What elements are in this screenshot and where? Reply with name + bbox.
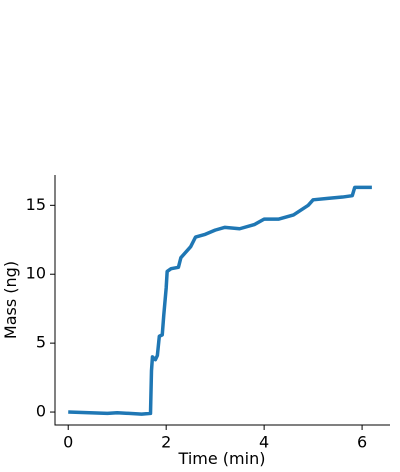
y-tick-label: 0 — [36, 402, 46, 421]
data-line — [68, 185, 372, 416]
x-tick-label: 4 — [259, 433, 269, 452]
y-tick-label: 15 — [26, 195, 46, 214]
y-tick-label: 5 — [36, 333, 46, 352]
y-tick-label: 10 — [26, 264, 46, 283]
x-tick-label: 0 — [63, 433, 73, 452]
x-tick-label: 2 — [161, 433, 171, 452]
x-axis-label: Time (min) — [178, 449, 266, 468]
y-axis-label: Mass (ng) — [1, 261, 20, 339]
x-tick-label: 6 — [357, 433, 367, 452]
